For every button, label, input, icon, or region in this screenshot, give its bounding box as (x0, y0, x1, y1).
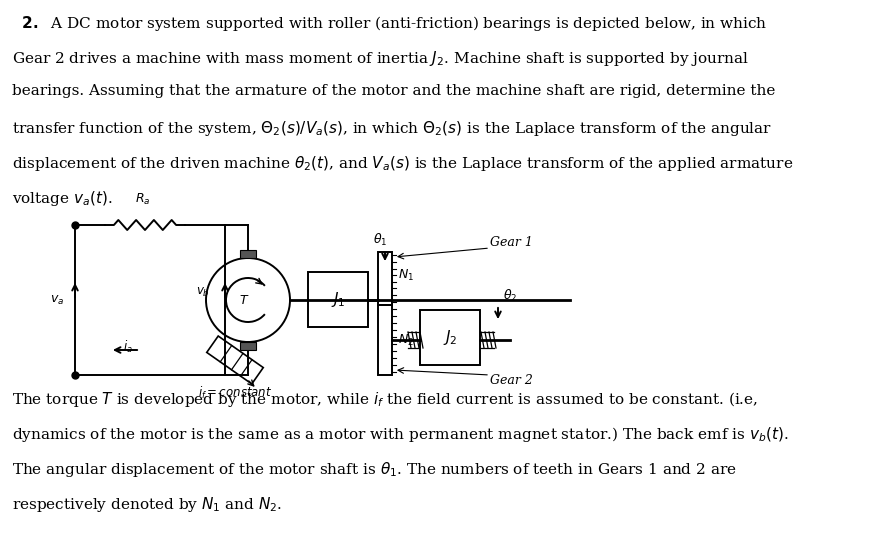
Text: bearings. Assuming that the armature of the motor and the machine shaft are rigi: bearings. Assuming that the armature of … (12, 84, 775, 98)
Text: The torque $T$ is developed by the motor, while $i_f$ the field current is assum: The torque $T$ is developed by the motor… (12, 390, 758, 409)
Bar (240, 250, 256, 258)
Text: $N_1$: $N_1$ (398, 267, 414, 282)
Text: $J_2$: $J_2$ (442, 328, 458, 347)
Text: respectively denoted by $N_1$ and $N_2$.: respectively denoted by $N_1$ and $N_2$. (12, 495, 282, 514)
Text: $\theta_2$: $\theta_2$ (503, 288, 517, 304)
Bar (378, 252, 392, 305)
Text: $i_f = constant$: $i_f = constant$ (198, 385, 273, 401)
Text: $v_b$: $v_b$ (196, 285, 210, 299)
Bar (308, 272, 368, 327)
Bar (420, 310, 480, 365)
Text: $T$: $T$ (239, 294, 250, 306)
Bar (240, 342, 256, 350)
Text: $N_2$: $N_2$ (398, 332, 414, 348)
Text: $J_1$: $J_1$ (331, 290, 345, 309)
Text: $\theta_1$: $\theta_1$ (373, 232, 388, 248)
Text: $R_a$: $R_a$ (135, 192, 150, 207)
Text: The angular displacement of the motor shaft is $\theta_1$. The numbers of teeth : The angular displacement of the motor sh… (12, 460, 736, 479)
Text: Gear 1: Gear 1 (490, 236, 533, 249)
Text: dynamics of the motor is the same as a motor with permanent magnet stator.) The : dynamics of the motor is the same as a m… (12, 425, 789, 444)
Text: transfer function of the system, $\Theta_2(s)/V_a(s)$, in which $\Theta_2(s)$ is: transfer function of the system, $\Theta… (12, 119, 773, 138)
Text: $\mathbf{2.}$  A DC motor system supported with roller (anti-friction) bearings : $\mathbf{2.}$ A DC motor system supporte… (12, 14, 767, 33)
Text: voltage $v_a(t)$.: voltage $v_a(t)$. (12, 189, 113, 208)
Bar (378, 305, 392, 375)
Text: $v_a$: $v_a$ (50, 294, 64, 306)
Text: $i_a$: $i_a$ (123, 339, 133, 355)
Text: displacement of the driven machine $\theta_2(t)$, and $V_a(s)$ is the Laplace tr: displacement of the driven machine $\the… (12, 154, 793, 173)
Text: Gear 2: Gear 2 (490, 374, 533, 386)
Text: Gear 2 drives a machine with mass moment of inertia $J_2$. Machine shaft is supp: Gear 2 drives a machine with mass moment… (12, 49, 749, 68)
